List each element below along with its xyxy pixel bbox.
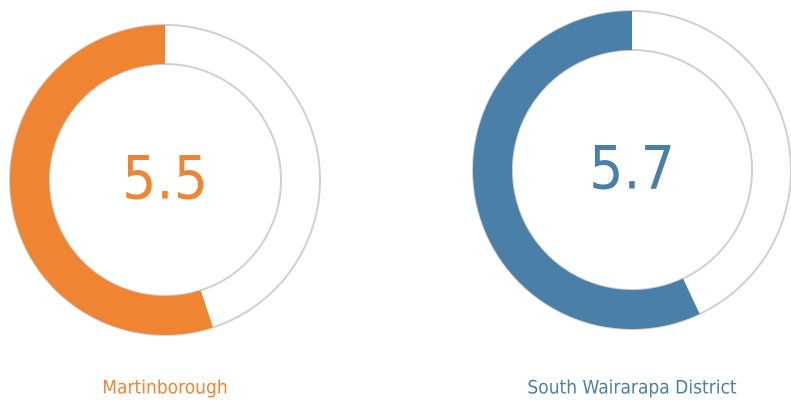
gauge-label: Martinborough xyxy=(102,377,227,399)
gauge-label: South Wairarapa District xyxy=(527,377,736,399)
gauge-value: 5.5 xyxy=(122,144,208,214)
gauge-arc xyxy=(10,25,213,335)
gauge-arc xyxy=(473,11,700,329)
gauge-value: 5.7 xyxy=(589,134,675,204)
